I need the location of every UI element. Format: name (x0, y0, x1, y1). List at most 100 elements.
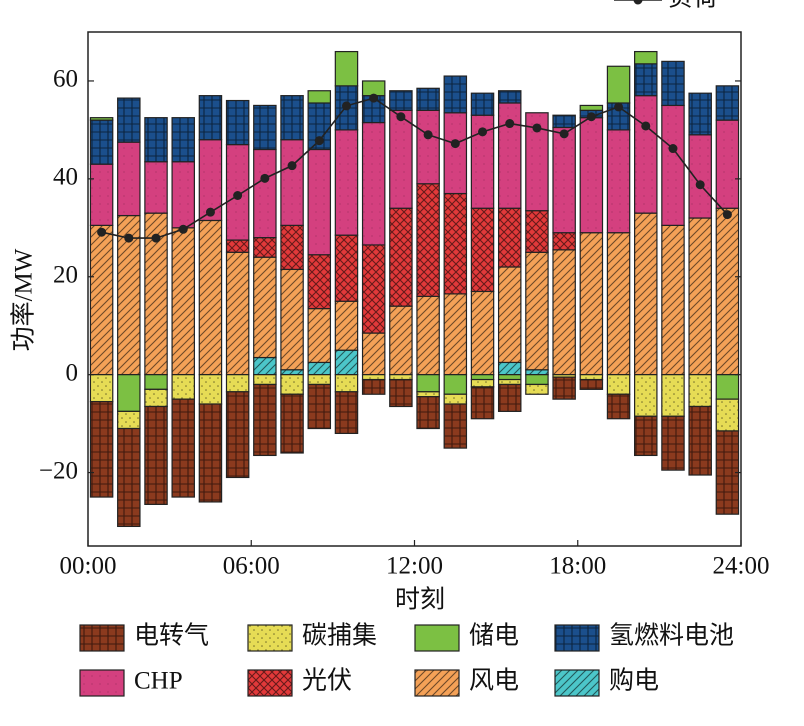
y-tick-label: −20 (39, 457, 78, 484)
y-axis-label: 功率/MW (10, 248, 38, 351)
legend-label: 氢燃料电池 (609, 622, 734, 650)
bar-segment (307, 383, 332, 430)
bar-segment (225, 239, 250, 253)
legend-swatch (554, 624, 600, 652)
load-point (559, 129, 569, 139)
load-point (641, 121, 651, 131)
bar-segment (389, 305, 413, 376)
load-point (695, 180, 705, 190)
bar-segment (361, 80, 386, 97)
bar-segment (117, 427, 141, 528)
bar-segment (117, 97, 141, 143)
bar-segment (389, 207, 413, 307)
bar-segment (579, 117, 604, 234)
bar-segment (416, 374, 440, 393)
bar-segment (253, 237, 277, 258)
bar-segment (634, 50, 658, 65)
bar-segment (606, 232, 631, 376)
bar-segment (307, 361, 332, 376)
bar-segment (280, 139, 304, 226)
bar-segment (334, 391, 359, 435)
bar-segment (552, 376, 576, 400)
bar-segment (89, 224, 114, 376)
bar-segment (634, 374, 658, 417)
y-tick-label: 20 (53, 261, 78, 288)
x-tick-label: 12:00 (386, 553, 443, 580)
bar-segment (470, 378, 495, 388)
load-line (101, 97, 728, 239)
bar-segment (225, 391, 250, 479)
bar-segment (552, 126, 576, 234)
bar-segment (389, 374, 413, 381)
bar-segment (661, 374, 685, 417)
load-point (532, 123, 542, 133)
legend-swatch (414, 624, 460, 652)
bar-segment (198, 95, 223, 141)
legend-label: 负荷 (668, 0, 718, 12)
bar-segment (225, 99, 250, 146)
bar-segment (688, 92, 712, 136)
bar-segment (497, 102, 522, 209)
load-point (341, 101, 351, 111)
bar-segment (552, 249, 576, 376)
bar-segment (525, 374, 549, 386)
bar-segment (307, 307, 332, 364)
bar-segment (416, 183, 440, 297)
legend-swatch (247, 669, 293, 697)
bar-segment (225, 251, 250, 376)
bar-segment (606, 65, 631, 104)
bar-segment (334, 374, 359, 393)
load-point (124, 233, 134, 243)
bar-segment (144, 374, 168, 390)
bar-segment (497, 383, 522, 412)
bar-segment (280, 393, 304, 454)
bar-segment (497, 361, 522, 376)
bar-segment (361, 378, 386, 395)
bar-segment (117, 374, 141, 412)
legend-label: 风电 (469, 667, 519, 695)
bar-segment (117, 141, 141, 217)
bar-segment (361, 244, 386, 334)
bar-segment (470, 386, 495, 420)
bar-segment (416, 109, 440, 185)
x-tick-label: 00:00 (60, 553, 117, 580)
bar-segment (144, 388, 168, 408)
legend-label: 储电 (469, 622, 519, 650)
bar-segment (443, 393, 468, 405)
bar-segment (198, 374, 223, 405)
bar-segment (389, 90, 413, 111)
bar-segment (307, 90, 332, 104)
y-tick-label: 40 (53, 164, 78, 191)
legend-swatch (414, 669, 460, 697)
bar-segment (89, 163, 114, 226)
bar-segment (280, 224, 304, 271)
load-point (151, 233, 161, 243)
load-point (396, 112, 406, 122)
x-tick-label: 24:00 (713, 553, 770, 580)
bar-segment (579, 104, 604, 111)
bar-segment (443, 112, 468, 195)
legend-swatch (554, 669, 600, 697)
bar-segment (361, 332, 386, 376)
bar-segment (497, 374, 522, 381)
load-point (668, 144, 678, 154)
bar-segment (253, 148, 277, 239)
legend-label: CHP (134, 668, 183, 695)
bar-segment (280, 95, 304, 141)
bar-segment (416, 87, 440, 111)
bar-segment (89, 117, 114, 121)
bar-segment (470, 207, 495, 293)
bar-segment (443, 403, 468, 449)
bar-segment (171, 374, 195, 400)
load-point (233, 191, 243, 201)
bar-segment (579, 378, 604, 390)
bar-segment (715, 119, 740, 209)
bar-segment (416, 396, 440, 430)
bar-segment (661, 415, 685, 471)
bar-segment (280, 374, 304, 395)
load-point (450, 139, 460, 149)
bar-segment (253, 104, 277, 151)
bar-segment (525, 112, 549, 212)
bar-segment (552, 114, 576, 129)
